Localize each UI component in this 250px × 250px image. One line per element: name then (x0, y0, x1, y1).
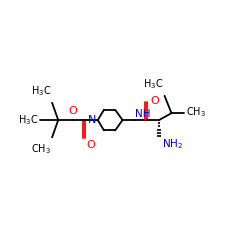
Text: H$_3$C: H$_3$C (18, 113, 38, 127)
Text: H$_3$C: H$_3$C (144, 78, 164, 92)
Text: N: N (88, 115, 96, 125)
Text: O: O (150, 96, 159, 106)
Text: NH: NH (136, 109, 151, 119)
Text: O: O (86, 140, 95, 150)
Text: NH$_2$: NH$_2$ (162, 137, 183, 151)
Text: CH$_3$: CH$_3$ (186, 105, 206, 119)
Text: O: O (68, 106, 77, 116)
Text: CH$_3$: CH$_3$ (31, 142, 51, 156)
Text: H$_3$C: H$_3$C (30, 84, 51, 98)
